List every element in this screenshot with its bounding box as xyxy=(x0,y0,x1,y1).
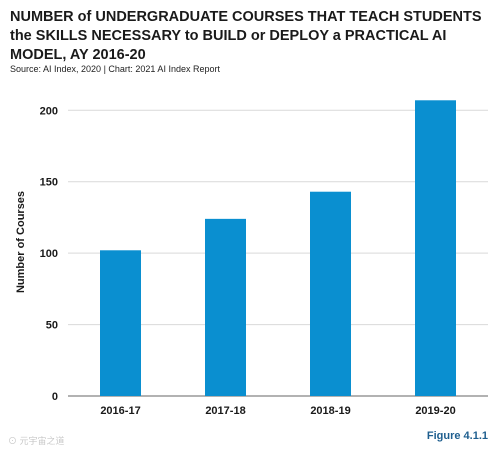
y-tick-label: 200 xyxy=(40,105,58,117)
chart-title: NUMBER of UNDERGRADUATE COURSES THAT TEA… xyxy=(10,9,482,63)
bar-2018-19 xyxy=(310,191,351,396)
y-tick-label: 0 xyxy=(52,391,58,403)
x-axis-ticks: 2016-17 2017-18 2018-19 2019-20 xyxy=(100,405,455,417)
y-tick-label: 50 xyxy=(46,320,58,332)
y-tick-label: 100 xyxy=(40,248,58,260)
x-tick-label: 2019-20 xyxy=(415,405,455,417)
x-tick-label: 2018-19 xyxy=(310,405,350,417)
figure-label: Figure 4.1.1 xyxy=(426,430,488,442)
y-tick-label: 150 xyxy=(40,177,58,189)
x-tick-label: 2016-17 xyxy=(100,405,140,417)
y-axis-label: Number of Courses xyxy=(15,191,27,293)
y-axis-ticks: 0 50 100 150 200 xyxy=(40,105,58,403)
bar-2016-17 xyxy=(100,250,141,396)
bar-2017-18 xyxy=(205,218,246,396)
x-tick-label: 2017-18 xyxy=(205,405,245,417)
watermark: ⊙ 元宇宙之道 xyxy=(8,436,65,446)
bars xyxy=(100,100,456,397)
chart-source: Source: AI Index, 2020 | Chart: 2021 AI … xyxy=(10,64,220,74)
bar-2019-20 xyxy=(415,100,456,397)
